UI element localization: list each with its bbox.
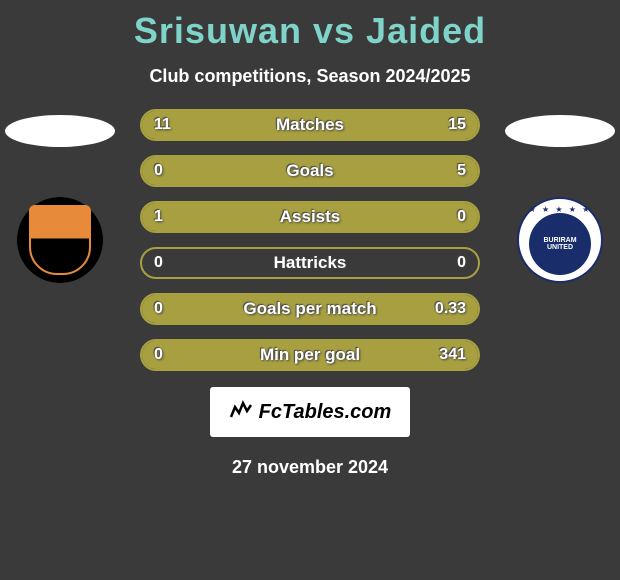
club-badge-right: ★ ★ ★ ★ ★ BURIRAM UNITED [517, 197, 603, 283]
stat-value-right: 5 [457, 162, 466, 180]
stat-value-right: 341 [439, 346, 466, 364]
stat-label: Matches [276, 115, 344, 135]
stat-label: Hattricks [274, 253, 347, 273]
club-badge-left [17, 197, 103, 283]
stat-value-left: 0 [154, 254, 163, 272]
brand-logo-icon [229, 399, 253, 425]
stat-value-left: 0 [154, 300, 163, 318]
stat-bar-row: Goals 0 5 [140, 155, 480, 187]
left-player-column [0, 109, 120, 283]
stat-bar-row: Goals per match 0 0.33 [140, 293, 480, 325]
stat-value-left: 0 [154, 162, 163, 180]
stat-bar-row: Min per goal 0 341 [140, 339, 480, 371]
stat-bar-row: Assists 1 0 [140, 201, 480, 233]
stat-label: Min per goal [260, 345, 360, 365]
stat-value-right: 0.33 [435, 300, 466, 318]
stat-label: Goals per match [243, 299, 376, 319]
stat-value-left: 11 [154, 116, 171, 134]
club-shield-right-icon: BURIRAM UNITED [529, 213, 591, 275]
page-title: Srisuwan vs Jaided [0, 0, 620, 52]
brand-text: FcTables.com [259, 401, 392, 424]
branding-box: FcTables.com [210, 387, 410, 437]
stat-value-left: 1 [154, 208, 163, 226]
stat-label: Assists [280, 207, 340, 227]
stat-value-right: 0 [457, 208, 466, 226]
stat-bar-row: Matches 11 15 [140, 109, 480, 141]
club-shield-left-icon [29, 205, 91, 275]
player-left-avatar [5, 115, 115, 147]
player-left-name: Srisuwan [134, 10, 302, 51]
stat-bar-row: Hattricks 0 0 [140, 247, 480, 279]
club-right-label: BURIRAM UNITED [543, 237, 576, 251]
player-right-name: Jaided [366, 10, 486, 51]
stat-value-right: 0 [457, 254, 466, 272]
stats-bars: Matches1115Goals05Assists10Hattricks00Go… [140, 109, 480, 371]
stat-label: Goals [286, 161, 333, 181]
right-player-column: ★ ★ ★ ★ ★ BURIRAM UNITED [500, 109, 620, 283]
date-text: 27 november 2024 [0, 457, 620, 478]
subtitle-text: Club competitions, Season 2024/2025 [0, 66, 620, 87]
stat-value-right: 15 [448, 116, 466, 134]
vs-text: vs [313, 10, 355, 51]
stat-value-left: 0 [154, 346, 163, 364]
player-right-avatar [505, 115, 615, 147]
comparison-container: ★ ★ ★ ★ ★ BURIRAM UNITED Matches1115Goal… [0, 109, 620, 371]
